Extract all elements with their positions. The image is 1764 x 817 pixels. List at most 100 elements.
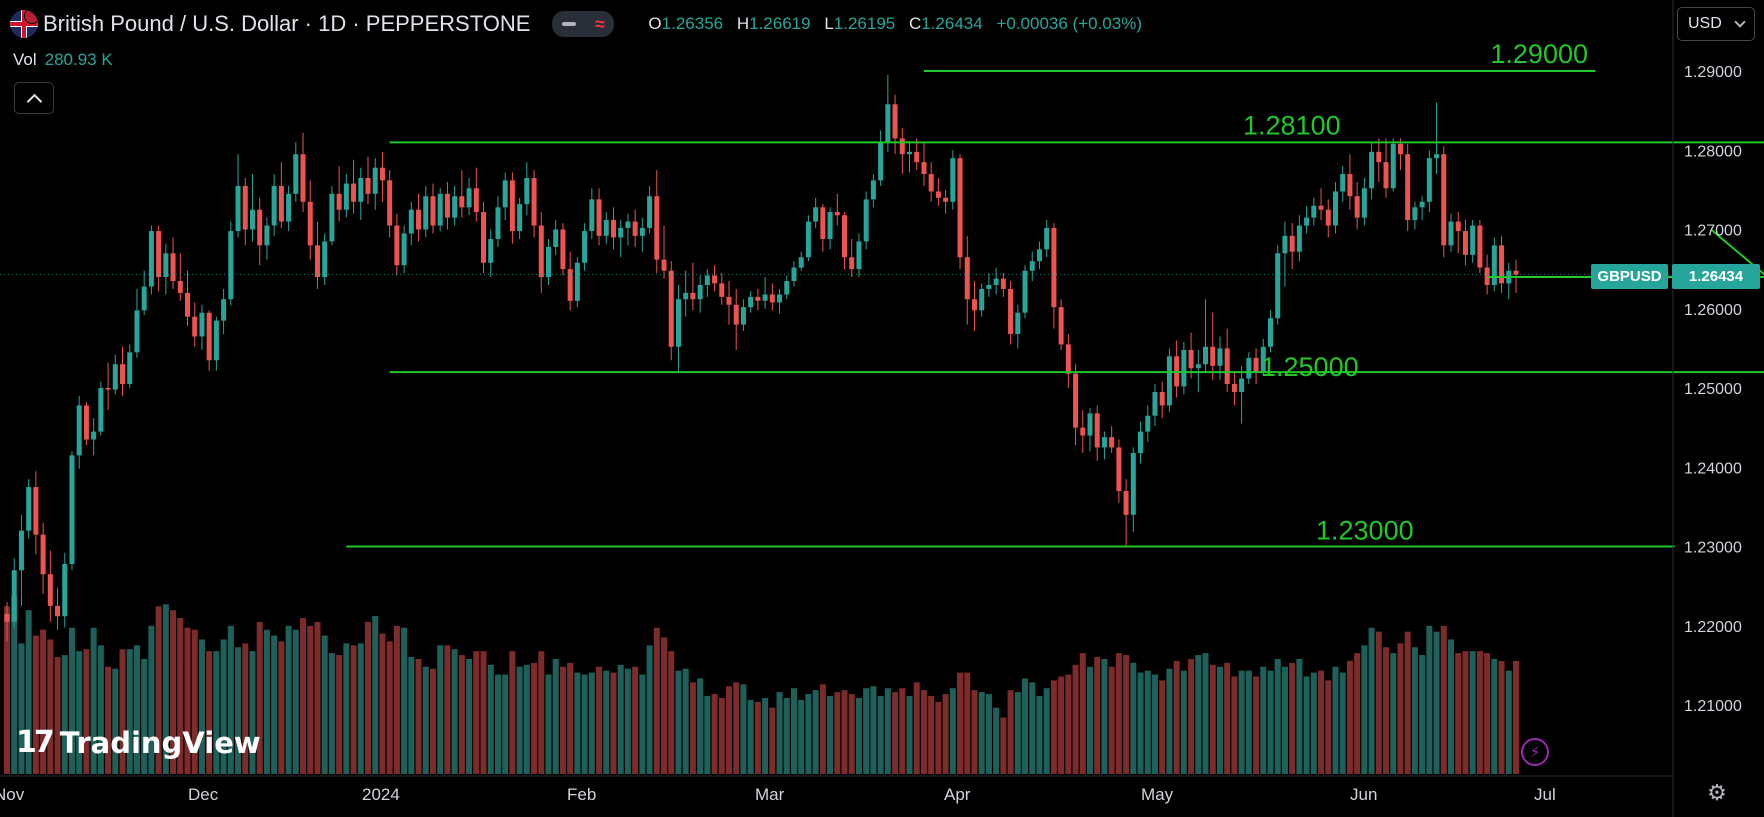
- volume-bar: [90, 627, 97, 774]
- volume-bar: [350, 645, 357, 774]
- candle-body: [1058, 307, 1064, 345]
- candle-body: [1441, 154, 1447, 246]
- candle-body: [791, 267, 797, 282]
- candle-body: [993, 278, 999, 285]
- volume-bar: [1137, 672, 1144, 774]
- candle-body: [55, 605, 61, 617]
- volume-bar: [848, 694, 855, 774]
- uk-flag-icon[interactable]: [10, 10, 38, 38]
- candle-body: [293, 154, 299, 194]
- candle-body: [784, 281, 790, 295]
- volume-bar: [473, 651, 480, 774]
- volume-bar: [1397, 643, 1404, 774]
- candle-body: [481, 212, 487, 263]
- candle-body: [639, 227, 645, 236]
- candle-body: [1217, 348, 1223, 366]
- volume-bar: [588, 672, 595, 774]
- volume-bar: [76, 651, 83, 774]
- candle-body: [1369, 151, 1375, 189]
- tv-mark-icon: 17: [16, 725, 55, 760]
- close-value: 1.26434: [921, 14, 983, 33]
- market-status-pill[interactable]: ≈: [552, 11, 615, 37]
- settings-icon[interactable]: ⚙: [1707, 780, 1727, 805]
- candle-body: [1397, 143, 1403, 155]
- candle-body: [1419, 201, 1425, 208]
- candle-body: [870, 180, 876, 200]
- candle-body: [1166, 356, 1172, 406]
- candle-body: [408, 209, 414, 234]
- volume-bar: [148, 625, 155, 774]
- volume-bar: [855, 697, 862, 774]
- volume-bar: [25, 610, 32, 774]
- collapse-button[interactable]: [14, 82, 54, 114]
- candle-body: [257, 209, 263, 246]
- high-value: 1.26619: [749, 14, 811, 33]
- candle-body: [120, 364, 126, 385]
- volume-bar: [1332, 666, 1339, 774]
- volume-bar: [985, 694, 992, 774]
- candle-body: [40, 534, 46, 575]
- volume-bar: [819, 684, 826, 774]
- approx-icon: ≈: [594, 13, 605, 34]
- volume-bar: [1195, 655, 1202, 774]
- price-tick-label: 1.21000: [1684, 698, 1742, 715]
- candle-body: [278, 185, 284, 222]
- candle-body: [488, 239, 494, 263]
- volume-bar: [1231, 676, 1238, 774]
- candle-body: [372, 167, 378, 194]
- candle-body: [444, 193, 450, 218]
- volume-bar: [1498, 660, 1505, 774]
- volume-bar: [827, 696, 834, 774]
- volume-bar: [18, 643, 25, 774]
- candle-body: [91, 431, 97, 440]
- currency-select[interactable]: USD: [1677, 7, 1755, 41]
- volume-bar: [509, 651, 516, 774]
- candle-body: [430, 196, 436, 226]
- volume-bar: [206, 651, 213, 774]
- volume-bar: [1303, 676, 1310, 774]
- candle-body: [907, 151, 912, 155]
- volume-bar: [704, 696, 711, 774]
- candle-body: [1130, 452, 1136, 515]
- volume-bar: [812, 690, 819, 774]
- tradingview-logo[interactable]: 17 TradingView: [16, 725, 261, 760]
- volume-bar: [935, 701, 942, 774]
- candle-body: [1094, 413, 1100, 448]
- candle-body: [1101, 437, 1107, 448]
- candle-body: [466, 188, 472, 208]
- volume-bar: [393, 625, 400, 774]
- candle-body: [560, 229, 566, 270]
- candle-body: [83, 405, 89, 440]
- vol-label: Vol: [13, 50, 37, 69]
- lightning-icon[interactable]: ⚡: [1521, 738, 1549, 766]
- volume-bar: [1007, 690, 1014, 774]
- candle-body: [697, 284, 703, 300]
- time-axis[interactable]: Nov Dec 2024 Feb Mar Apr May Jun Jul: [0, 785, 1556, 804]
- candle-body: [329, 193, 335, 242]
- volume-bar: [1166, 668, 1173, 774]
- volume-bar: [726, 686, 732, 774]
- price-axis[interactable]: 1.29000 1.28000 1.27000 1.26000 1.25000 1.240…: [1684, 64, 1742, 715]
- level-label: 1.29000: [1490, 39, 1588, 69]
- volume-bar: [1505, 670, 1512, 774]
- candle-body: [1268, 318, 1273, 347]
- candle-body: [1116, 447, 1122, 492]
- candle-body: [986, 284, 992, 289]
- candle-body: [878, 142, 884, 181]
- volume-bar: [4, 606, 10, 774]
- volume-bar: [292, 629, 299, 774]
- volume-bar: [1180, 670, 1187, 774]
- symbol-title[interactable]: British Pound / U.S. Dollar · 1D · PEPPE…: [43, 11, 531, 36]
- volume-bar: [458, 655, 465, 774]
- candle-body: [1462, 231, 1468, 255]
- candle-body: [322, 241, 328, 278]
- candle-body: [1123, 491, 1129, 515]
- candle-body: [798, 257, 804, 268]
- volume-bar: [1281, 666, 1288, 774]
- candle-body: [546, 246, 551, 278]
- candle-body: [589, 199, 595, 232]
- time-tick-label: May: [1141, 785, 1174, 804]
- candle-body: [502, 180, 508, 208]
- volume-bar: [1318, 670, 1325, 774]
